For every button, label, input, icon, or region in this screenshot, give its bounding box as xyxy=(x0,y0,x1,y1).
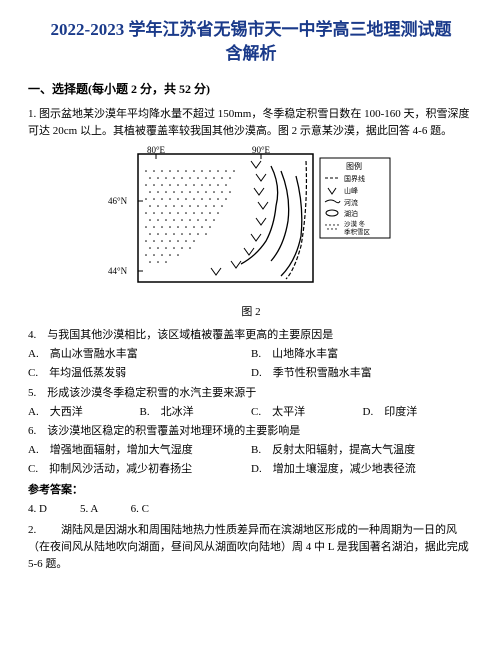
q6-opt-b: B. 反射太阳辐射，提高大气温度 xyxy=(251,442,474,459)
q5-stem: 5. 形成该沙漠冬季稳定积雪的水汽主要来源于 xyxy=(28,385,474,402)
q6-opt-c: C. 抑制风沙活动，减少初春扬尘 xyxy=(28,461,251,478)
q5-opt-b: B. 北冰洋 xyxy=(140,404,252,421)
legend-item-4a: 沙漠 冬 xyxy=(344,219,366,228)
legend-title: 图例 xyxy=(346,161,362,171)
lat-bot-label: 44°N xyxy=(108,266,128,276)
q6-opt-a: A. 增强地面辐射，增加大气湿度 xyxy=(28,442,251,459)
q5-options: A. 大西洋 B. 北冰洋 C. 太平洋 D. 印度洋 xyxy=(28,404,474,421)
q4-opt-b: B. 山地降水丰富 xyxy=(251,346,474,363)
figure-caption: 图 2 xyxy=(28,304,474,321)
lon-left-label: 80°E xyxy=(147,146,166,155)
title-line-1: 2022-2023 学年江苏省无锡市天一中学高三地理测试题 xyxy=(51,20,452,39)
q6-options-row1: A. 增强地面辐射，增加大气湿度 B. 反射太阳辐射，提高大气温度 xyxy=(28,442,474,459)
map-svg: 80°E 90°E 46°N 44°N xyxy=(106,146,396,296)
legend-item-3: 湖泊 xyxy=(344,209,358,218)
q5-opt-c: C. 太平洋 xyxy=(251,404,363,421)
legend: 图例 国界线 山峰 河流 湖泊 沙漠 冬 季积雪区 xyxy=(320,158,390,238)
legend-item-0: 国界线 xyxy=(344,174,365,183)
q4-opt-a: A. 高山冰雪融水丰富 xyxy=(28,346,251,363)
q4-options-row2: C. 年均温低蒸发弱 D. 季节性积雪融水丰富 xyxy=(28,365,474,382)
legend-item-1: 山峰 xyxy=(344,186,358,195)
q5-opt-d: D. 印度洋 xyxy=(363,404,475,421)
q6-opt-d: D. 增加土壤湿度，减少地表径流 xyxy=(251,461,474,478)
explain-lead: 2. xyxy=(28,524,36,536)
q4-opt-d: D. 季节性积雪融水丰富 xyxy=(251,365,474,382)
figure-2: 80°E 90°E 46°N 44°N xyxy=(28,146,474,302)
section-heading: 一、选择题(每小题 2 分，共 52 分) xyxy=(28,80,474,99)
q1-lead: 1. 图示盆地某沙漠年平均降水量不超过 150mm，冬季稳定积雪日数在 100-… xyxy=(28,106,474,140)
legend-item-4b: 季积雪区 xyxy=(344,227,371,236)
q4-options-row1: A. 高山冰雪融水丰富 B. 山地降水丰富 xyxy=(28,346,474,363)
q6-options-row2: C. 抑制风沙活动，减少初春扬尘 D. 增加土壤湿度，减少地表径流 xyxy=(28,461,474,478)
lon-right-label: 90°E xyxy=(252,146,271,155)
legend-item-2: 河流 xyxy=(344,198,358,207)
q4-stem: 4. 与我国其他沙漠相比，该区域植被覆盖率更高的主要原因是 xyxy=(28,327,474,344)
q6-stem: 6. 该沙漠地区稳定的积雪覆盖对地理环境的主要影响是 xyxy=(28,423,474,440)
q4-opt-c: C. 年均温低蒸发弱 xyxy=(28,365,251,382)
q5-opt-a: A. 大西洋 xyxy=(28,404,140,421)
title-line-2: 含解析 xyxy=(226,44,277,63)
answers-line: 4. D 5. A 6. C xyxy=(28,501,474,518)
answers-heading: 参考答案： xyxy=(28,482,474,499)
explain-body: 湖陆风是因湖水和周围陆地热力性质差异而在滨湖地区形成的一种周期为一日的风（在夜间… xyxy=(28,524,469,570)
lat-top-label: 46°N xyxy=(108,196,128,206)
question-2-block: 2. 湖陆风是因湖水和周围陆地热力性质差异而在滨湖地区形成的一种周期为一日的风（… xyxy=(28,522,474,573)
page-title: 2022-2023 学年江苏省无锡市天一中学高三地理测试题 含解析 xyxy=(28,18,474,66)
